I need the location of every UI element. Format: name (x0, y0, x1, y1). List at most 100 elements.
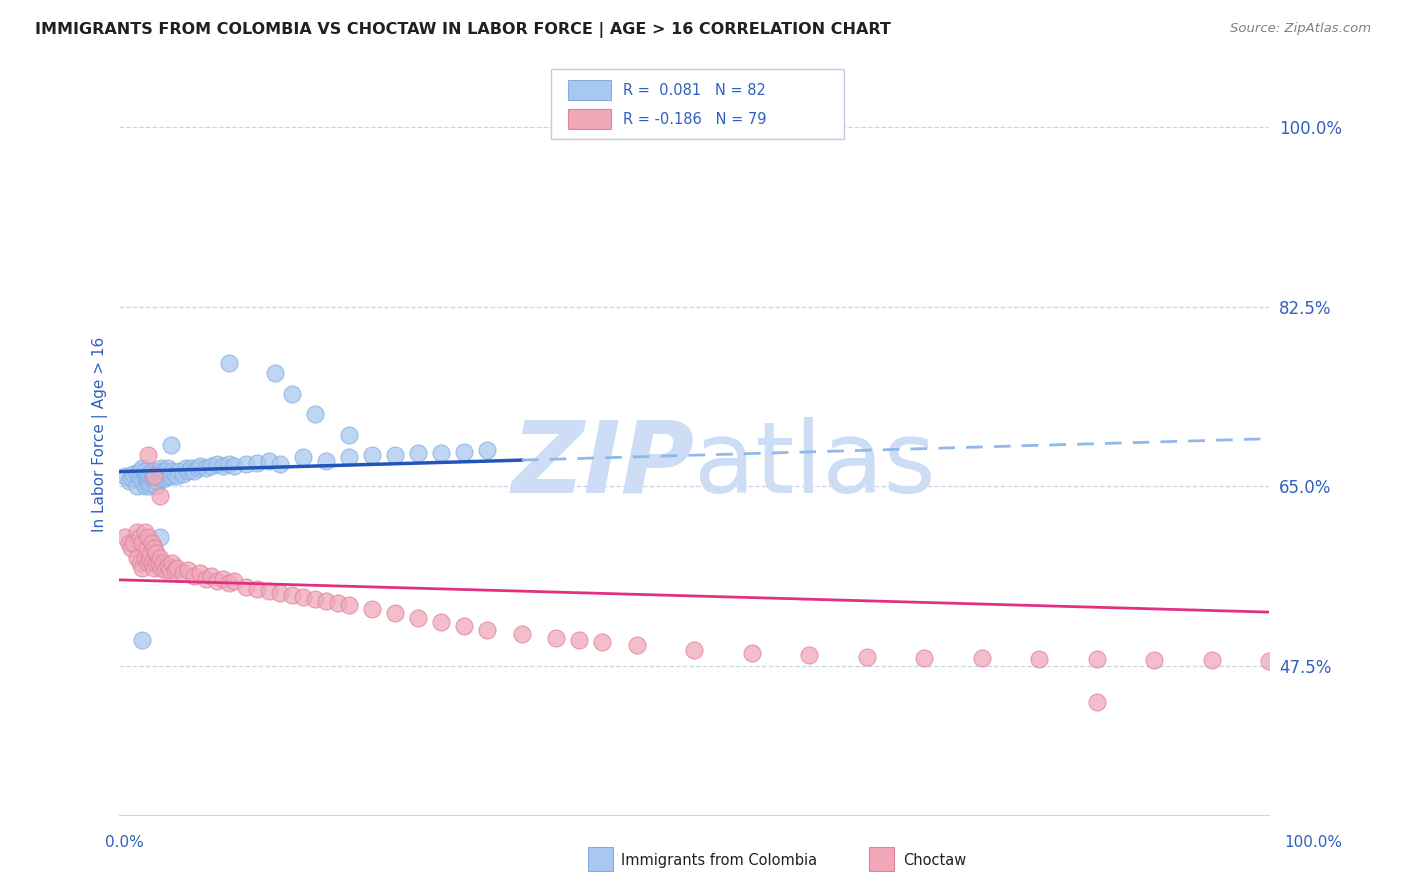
Point (337, 598, 360, 612)
Point (149, 531, 172, 545)
Point (172, 566, 194, 581)
Point (205, 457, 228, 471)
Point (156, 460, 179, 475)
Point (235, 457, 257, 471)
Point (148, 464, 170, 478)
Point (163, 563, 186, 577)
Point (156, 469, 179, 483)
Point (799, 648, 821, 663)
Point (180, 460, 202, 475)
Point (131, 535, 153, 549)
Point (145, 556, 167, 570)
Point (143, 471, 166, 485)
Point (162, 464, 184, 478)
Point (129, 471, 152, 485)
Point (141, 464, 163, 478)
Point (591, 635, 613, 649)
Point (337, 450, 360, 465)
Point (159, 563, 181, 577)
Text: 0.0%: 0.0% (105, 836, 145, 850)
Point (477, 443, 499, 458)
Point (138, 479, 160, 493)
Point (149, 471, 172, 485)
Text: ZIP: ZIP (512, 417, 695, 514)
Point (212, 572, 235, 586)
Point (326, 596, 349, 610)
Point (146, 474, 169, 488)
Point (269, 457, 291, 471)
Point (315, 453, 337, 467)
Point (224, 574, 246, 588)
Point (741, 647, 763, 661)
Point (152, 556, 174, 570)
Point (212, 458, 235, 473)
Point (148, 556, 170, 570)
Point (149, 490, 172, 504)
Point (122, 535, 145, 549)
Point (149, 460, 172, 475)
Point (1028, 651, 1050, 665)
Text: Choctaw: Choctaw (903, 854, 966, 868)
Text: IMMIGRANTS FROM COLOMBIA VS CHOCTAW IN LABOR FORCE | AGE > 16 CORRELATION CHART: IMMIGRANTS FROM COLOMBIA VS CHOCTAW IN L… (35, 22, 891, 38)
Point (510, 627, 533, 641)
Point (134, 469, 156, 483)
Point (187, 460, 209, 475)
Point (134, 551, 156, 566)
Point (384, 607, 406, 621)
Point (155, 464, 177, 478)
Point (136, 469, 159, 483)
Point (145, 546, 167, 560)
Point (148, 469, 170, 483)
Point (257, 453, 280, 467)
Text: atlas: atlas (695, 417, 936, 514)
Point (430, 615, 453, 629)
Point (269, 586, 291, 600)
Point (136, 474, 159, 488)
Point (142, 541, 165, 555)
Point (218, 356, 240, 370)
Point (131, 474, 153, 488)
Point (453, 445, 475, 459)
Point (152, 469, 174, 483)
Y-axis label: In Labor Force | Age > 16: In Labor Force | Age > 16 (93, 337, 108, 533)
Point (136, 449, 159, 463)
Point (159, 466, 181, 480)
Bar (568, 80, 612, 100)
Point (155, 563, 177, 577)
Point (152, 464, 174, 478)
Point (155, 471, 177, 485)
Point (125, 466, 148, 480)
Point (139, 469, 162, 483)
Point (122, 467, 145, 481)
Point (120, 471, 142, 485)
Point (167, 464, 190, 478)
Point (149, 561, 172, 575)
Point (477, 623, 499, 637)
Point (142, 469, 165, 483)
Text: R = -0.186   N = 79: R = -0.186 N = 79 (623, 112, 766, 127)
Point (568, 633, 591, 648)
Point (970, 650, 993, 665)
Point (384, 449, 406, 463)
Point (156, 559, 179, 574)
Point (131, 633, 153, 648)
Point (1085, 695, 1108, 709)
Bar (568, 110, 612, 129)
Point (149, 467, 172, 481)
Point (174, 460, 197, 475)
Point (218, 575, 240, 590)
Point (257, 583, 280, 598)
Point (166, 469, 188, 483)
Point (136, 541, 159, 555)
Text: Source: ZipAtlas.com: Source: ZipAtlas.com (1230, 22, 1371, 36)
Point (134, 464, 156, 478)
Point (1201, 652, 1223, 666)
Point (142, 469, 165, 483)
Point (408, 610, 430, 624)
Point (142, 474, 165, 488)
Point (114, 531, 136, 545)
Point (129, 464, 152, 478)
Point (141, 471, 163, 485)
Point (142, 466, 165, 480)
Point (218, 457, 240, 471)
